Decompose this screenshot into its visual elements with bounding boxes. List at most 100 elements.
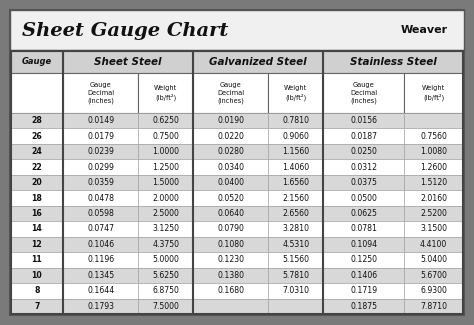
Text: 1.4060: 1.4060 bbox=[282, 162, 309, 172]
Bar bbox=[268, 252, 323, 267]
Bar bbox=[193, 206, 268, 221]
Text: 0.1080: 0.1080 bbox=[217, 240, 244, 249]
Bar bbox=[323, 283, 404, 299]
Bar bbox=[11, 128, 63, 144]
Text: 0.6250: 0.6250 bbox=[152, 116, 179, 125]
Bar bbox=[323, 206, 404, 221]
Bar bbox=[404, 283, 463, 299]
Text: 0.0747: 0.0747 bbox=[87, 225, 114, 233]
Text: 0.1380: 0.1380 bbox=[217, 271, 244, 280]
Bar bbox=[138, 175, 193, 190]
Text: 28: 28 bbox=[32, 116, 43, 125]
Bar bbox=[63, 252, 138, 267]
Bar bbox=[193, 159, 268, 175]
Bar bbox=[11, 221, 63, 237]
Text: 0.0190: 0.0190 bbox=[217, 116, 244, 125]
Bar bbox=[138, 144, 193, 159]
Text: 7.0310: 7.0310 bbox=[282, 286, 309, 295]
Bar bbox=[63, 206, 138, 221]
Bar bbox=[138, 113, 193, 128]
Bar bbox=[404, 299, 463, 314]
Text: 0.1875: 0.1875 bbox=[350, 302, 377, 311]
Bar bbox=[63, 237, 138, 252]
Bar bbox=[404, 190, 463, 206]
Bar bbox=[11, 237, 63, 252]
Text: Weight
(lb/ft²): Weight (lb/ft²) bbox=[422, 85, 445, 101]
Bar bbox=[404, 221, 463, 237]
Bar bbox=[268, 267, 323, 283]
Text: 4.3750: 4.3750 bbox=[152, 240, 179, 249]
Bar bbox=[63, 221, 138, 237]
Bar bbox=[404, 175, 463, 190]
Text: 1.5000: 1.5000 bbox=[152, 178, 179, 187]
Text: 0.1793: 0.1793 bbox=[87, 302, 114, 311]
Text: 0.0400: 0.0400 bbox=[217, 178, 244, 187]
Bar bbox=[11, 73, 63, 113]
Text: 2.1560: 2.1560 bbox=[282, 194, 309, 202]
Text: 0.0625: 0.0625 bbox=[350, 209, 377, 218]
Bar bbox=[404, 206, 463, 221]
Bar bbox=[193, 51, 323, 73]
Bar bbox=[193, 144, 268, 159]
Text: 0.0375: 0.0375 bbox=[350, 178, 377, 187]
Text: 1.2600: 1.2600 bbox=[420, 162, 447, 172]
Bar bbox=[404, 267, 463, 283]
Text: 0.0520: 0.0520 bbox=[217, 194, 244, 202]
Bar bbox=[193, 221, 268, 237]
Bar bbox=[268, 144, 323, 159]
Text: 0.0598: 0.0598 bbox=[87, 209, 114, 218]
Text: 5.6700: 5.6700 bbox=[420, 271, 447, 280]
Bar bbox=[323, 267, 404, 283]
Text: 5.0000: 5.0000 bbox=[152, 255, 179, 264]
Bar bbox=[323, 128, 404, 144]
Text: 1.0000: 1.0000 bbox=[152, 147, 179, 156]
Text: 18: 18 bbox=[32, 194, 43, 202]
Bar bbox=[63, 283, 138, 299]
Bar bbox=[138, 283, 193, 299]
Text: 3.1500: 3.1500 bbox=[420, 225, 447, 233]
Bar bbox=[268, 283, 323, 299]
Bar bbox=[11, 144, 63, 159]
Text: 0.1719: 0.1719 bbox=[350, 286, 377, 295]
Text: 2.0160: 2.0160 bbox=[420, 194, 447, 202]
Text: Galvanized Steel: Galvanized Steel bbox=[209, 57, 307, 67]
Bar bbox=[323, 73, 404, 113]
Bar bbox=[268, 128, 323, 144]
Bar bbox=[323, 221, 404, 237]
Text: 0.7810: 0.7810 bbox=[282, 116, 309, 125]
Bar bbox=[193, 237, 268, 252]
Bar bbox=[63, 190, 138, 206]
Bar bbox=[268, 190, 323, 206]
Bar bbox=[10, 10, 464, 50]
Text: Gauge
Decimal
(inches): Gauge Decimal (inches) bbox=[87, 82, 114, 104]
Text: 26: 26 bbox=[32, 132, 42, 141]
Bar bbox=[63, 73, 138, 113]
Text: 0.1230: 0.1230 bbox=[217, 255, 244, 264]
Bar bbox=[323, 51, 463, 73]
Bar bbox=[11, 175, 63, 190]
Bar bbox=[323, 252, 404, 267]
Bar bbox=[138, 73, 193, 113]
Text: 0.1094: 0.1094 bbox=[350, 240, 377, 249]
Bar bbox=[404, 113, 463, 128]
Text: 0.0299: 0.0299 bbox=[87, 162, 114, 172]
Text: 2.5200: 2.5200 bbox=[420, 209, 447, 218]
Text: 24: 24 bbox=[32, 147, 43, 156]
Bar bbox=[193, 190, 268, 206]
Text: 11: 11 bbox=[32, 255, 42, 264]
Bar bbox=[63, 175, 138, 190]
Bar bbox=[63, 144, 138, 159]
Bar bbox=[138, 267, 193, 283]
Text: 0.0239: 0.0239 bbox=[87, 147, 114, 156]
Bar bbox=[138, 221, 193, 237]
Text: 2.5000: 2.5000 bbox=[152, 209, 179, 218]
Text: 3.2810: 3.2810 bbox=[282, 225, 309, 233]
Bar bbox=[138, 190, 193, 206]
Text: 0.7560: 0.7560 bbox=[420, 132, 447, 141]
Bar bbox=[11, 159, 63, 175]
Text: 0.0500: 0.0500 bbox=[350, 194, 377, 202]
Bar bbox=[63, 299, 138, 314]
Bar bbox=[268, 206, 323, 221]
Text: 0.1345: 0.1345 bbox=[87, 271, 114, 280]
Bar bbox=[138, 299, 193, 314]
